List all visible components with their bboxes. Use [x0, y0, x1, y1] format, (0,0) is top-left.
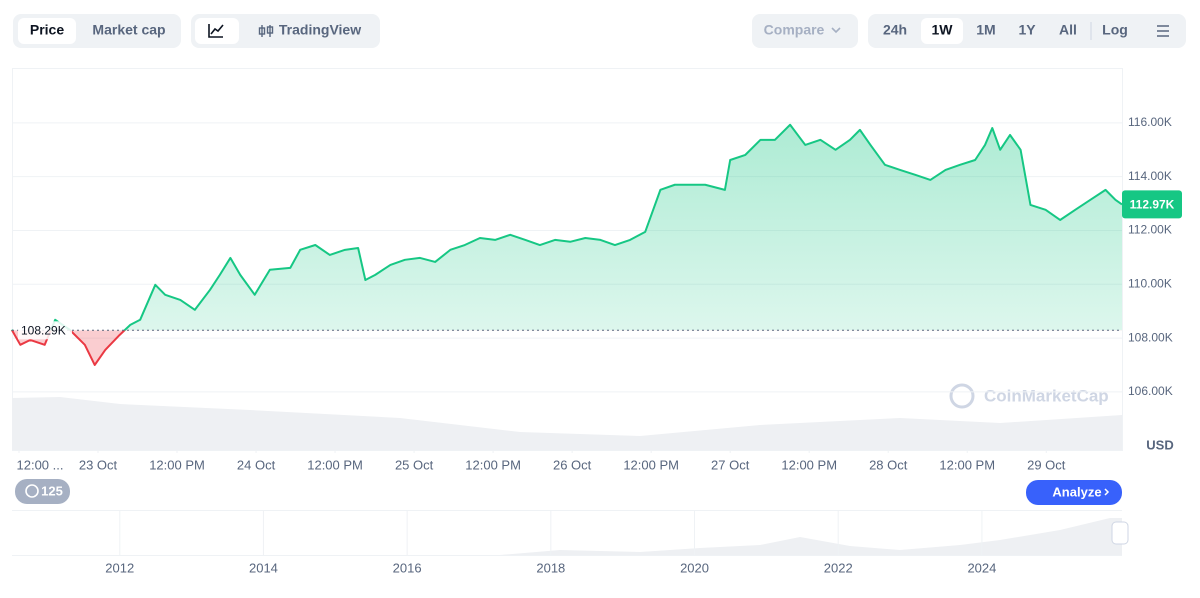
watermark-logo	[949, 383, 975, 409]
x-tick-label: 28 Oct	[869, 457, 908, 472]
navigator-tick-label: 2012	[105, 560, 134, 575]
price-line	[10, 123, 1123, 366]
compare-label: Compare	[764, 22, 825, 38]
badge-count: 125	[41, 483, 63, 498]
x-tick-label: 12:00 PM	[939, 457, 995, 472]
range-button[interactable]: 24h	[883, 22, 907, 38]
y-tick-label: 106.00K	[1128, 384, 1173, 398]
compare-button[interactable]	[752, 14, 858, 48]
navigator-handle[interactable]	[1111, 521, 1129, 545]
clock-icon	[25, 484, 39, 498]
x-tick-label: 12:00 PM	[623, 457, 679, 472]
y-tick-label: 114.00K	[1128, 169, 1172, 183]
currency-label: USD	[1146, 437, 1173, 452]
x-tick-label: 27 Oct	[711, 457, 750, 472]
analyze-button[interactable]	[1026, 480, 1122, 505]
candle-icon	[266, 26, 274, 34]
baseline-label-bg	[18, 321, 72, 340]
line-icon	[208, 24, 224, 38]
active-pill	[18, 18, 76, 44]
navigator-silhouette	[12, 518, 1122, 555]
last-price-label: 112.97K	[1130, 198, 1175, 212]
settings-icon[interactable]	[1157, 25, 1169, 37]
x-tick-label: 12:00 ...	[17, 457, 64, 472]
analyze-label: Analyze	[1052, 484, 1101, 499]
x-tick-label: 24 Oct	[237, 457, 276, 472]
volume-silhouette	[12, 397, 1122, 450]
tradingview-button[interactable]: TradingView	[279, 22, 361, 38]
candle-icon	[258, 27, 266, 35]
active-pill	[921, 18, 963, 44]
baseline-label: 108.29K	[21, 323, 66, 337]
last-price-box	[1122, 190, 1182, 219]
watermark: CoinMarketCap	[984, 386, 1109, 405]
navigator-tick-label: 2022	[824, 560, 853, 575]
log-button[interactable]: Log	[1102, 22, 1128, 38]
plot-frame	[12, 68, 1123, 451]
x-tick-label: 23 Oct	[79, 457, 118, 472]
range-button[interactable]: 1Y	[1018, 22, 1036, 38]
x-tick-label: 12:00 PM	[307, 457, 363, 472]
price-button[interactable]: Price	[30, 22, 64, 38]
y-tick-label: 112.00K	[1128, 223, 1172, 237]
chevron	[1104, 488, 1110, 496]
range-button[interactable]: 1M	[976, 22, 995, 38]
market-cap-button[interactable]: Market cap	[92, 22, 165, 38]
area-above	[12, 124, 1122, 331]
y-tick-label: 116.00K	[1128, 115, 1172, 129]
y-tick-label: 110.00K	[1128, 276, 1172, 290]
navigator-tick-label: 2024	[967, 560, 996, 575]
x-tick-label: 25 Oct	[395, 457, 434, 472]
x-tick-label: 12:00 PM	[781, 457, 837, 472]
y-tick-label: 108.00K	[1128, 330, 1173, 344]
range-button[interactable]: 1W	[932, 22, 954, 38]
navigator-tick-label: 2016	[393, 560, 422, 575]
x-tick-label: 12:00 PM	[149, 457, 205, 472]
navigator-tick-label: 2020	[680, 560, 709, 575]
navigator-tick-label: 2018	[536, 560, 565, 575]
x-tick-label: 29 Oct	[1027, 457, 1066, 472]
chevron	[831, 27, 841, 34]
range-button[interactable]: All	[1059, 22, 1077, 38]
navigator-tick-label: 2014	[249, 560, 278, 575]
x-tick-label: 26 Oct	[553, 457, 592, 472]
x-tick-label: 12:00 PM	[465, 457, 521, 472]
